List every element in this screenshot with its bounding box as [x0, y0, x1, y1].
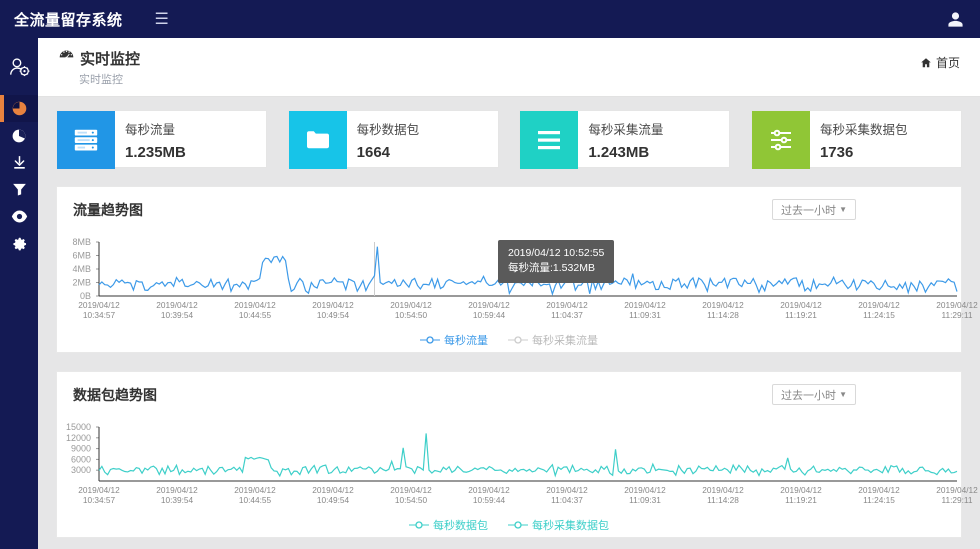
- svg-text:2019/04/12: 2019/04/12: [78, 485, 120, 495]
- svg-text:2019/04/12: 2019/04/12: [858, 485, 900, 495]
- svg-text:2019/04/12: 2019/04/12: [780, 485, 822, 495]
- svg-text:2019/04/12: 2019/04/12: [468, 485, 510, 495]
- svg-text:10:54:50: 10:54:50: [395, 495, 428, 505]
- svg-text:2019/04/12: 2019/04/12: [390, 300, 432, 310]
- svg-text:15000: 15000: [66, 422, 91, 432]
- svg-text:2019/04/12: 2019/04/12: [936, 485, 978, 495]
- svg-text:10:34:57: 10:34:57: [83, 310, 116, 320]
- svg-text:2019/04/12: 2019/04/12: [936, 300, 978, 310]
- svg-text:10:59:44: 10:59:44: [473, 495, 506, 505]
- svg-text:2019/04/12: 2019/04/12: [858, 300, 900, 310]
- svg-text:2019/04/12: 2019/04/12: [546, 485, 588, 495]
- svg-text:6000: 6000: [71, 454, 91, 464]
- svg-text:10:44:55: 10:44:55: [239, 495, 272, 505]
- svg-text:2019/04/12: 2019/04/12: [312, 300, 354, 310]
- svg-text:2019/04/12: 2019/04/12: [546, 300, 588, 310]
- svg-text:3000: 3000: [71, 465, 91, 475]
- svg-text:2019/04/12: 2019/04/12: [312, 485, 354, 495]
- svg-text:2019/04/12: 2019/04/12: [702, 485, 744, 495]
- svg-text:2MB: 2MB: [72, 278, 91, 288]
- svg-text:11:19:21: 11:19:21: [785, 495, 817, 505]
- svg-text:11:04:37: 11:04:37: [551, 495, 583, 505]
- svg-text:10:49:54: 10:49:54: [317, 495, 350, 505]
- svg-text:2019/04/12: 2019/04/12: [624, 485, 666, 495]
- svg-text:10:49:54: 10:49:54: [317, 310, 350, 320]
- svg-text:2019/04/12: 2019/04/12: [624, 300, 666, 310]
- svg-text:11:09:31: 11:09:31: [629, 495, 661, 505]
- svg-text:2019/04/12: 2019/04/12: [390, 485, 432, 495]
- svg-text:2019/04/12: 2019/04/12: [780, 300, 822, 310]
- svg-text:4MB: 4MB: [72, 264, 91, 274]
- svg-text:10:54:50: 10:54:50: [395, 310, 428, 320]
- svg-text:2019/04/12: 2019/04/12: [702, 300, 744, 310]
- svg-text:2019/04/12: 2019/04/12: [234, 485, 276, 495]
- svg-text:6MB: 6MB: [72, 251, 91, 261]
- svg-text:2019/04/12: 2019/04/12: [234, 300, 276, 310]
- svg-text:2019/04/12: 2019/04/12: [156, 300, 198, 310]
- svg-text:11:14:28: 11:14:28: [707, 310, 739, 320]
- svg-text:11:14:28: 11:14:28: [707, 495, 739, 505]
- svg-text:11:24:15: 11:24:15: [863, 310, 895, 320]
- svg-text:11:29:11: 11:29:11: [941, 310, 972, 320]
- svg-text:11:19:21: 11:19:21: [785, 310, 817, 320]
- svg-text:10:34:57: 10:34:57: [83, 495, 116, 505]
- svg-text:10:39:54: 10:39:54: [161, 310, 194, 320]
- svg-text:2019/04/12: 2019/04/12: [156, 485, 198, 495]
- svg-text:11:09:31: 11:09:31: [629, 310, 661, 320]
- svg-text:10:59:44: 10:59:44: [473, 310, 506, 320]
- svg-text:9000: 9000: [71, 444, 91, 454]
- svg-text:12000: 12000: [66, 433, 91, 443]
- svg-text:11:04:37: 11:04:37: [551, 310, 583, 320]
- svg-text:11:24:15: 11:24:15: [863, 495, 895, 505]
- svg-text:10:39:54: 10:39:54: [161, 495, 194, 505]
- svg-text:11:29:11: 11:29:11: [941, 495, 972, 505]
- svg-text:2019/04/12: 2019/04/12: [468, 300, 510, 310]
- svg-text:10:44:55: 10:44:55: [239, 310, 272, 320]
- svg-text:2019/04/12: 2019/04/12: [78, 300, 120, 310]
- svg-text:8MB: 8MB: [72, 237, 91, 247]
